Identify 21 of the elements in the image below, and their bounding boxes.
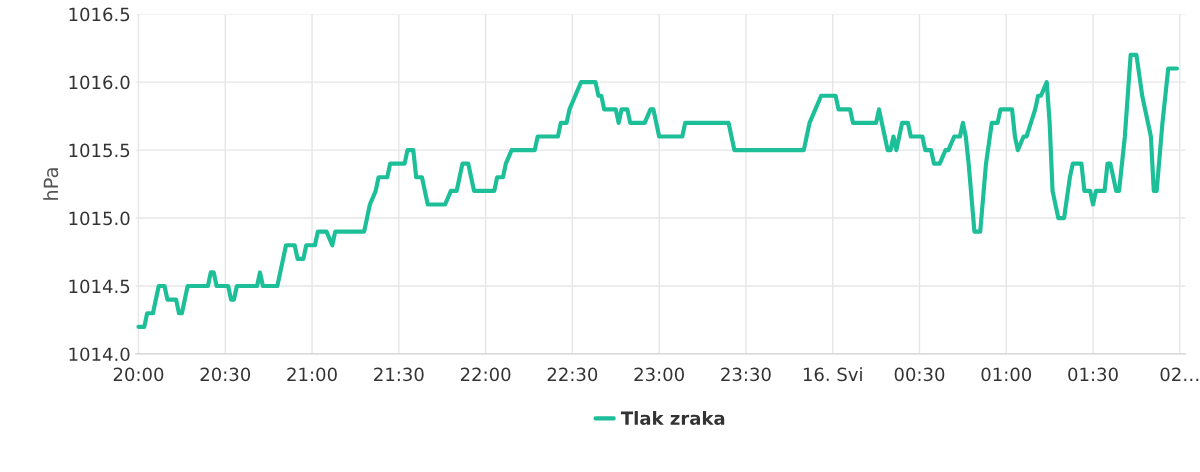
x-tick-label: 21:00 <box>287 367 337 382</box>
y-axis-title: hPa <box>43 168 59 200</box>
y-tick-label: 1016.0 <box>69 75 130 90</box>
x-tick-label: 01:00 <box>981 367 1032 382</box>
x-tick-label: 22:30 <box>547 367 598 382</box>
y-tick-label: 1016.5 <box>69 7 130 22</box>
x-tick-label: 00:30 <box>894 367 945 382</box>
x-tick-label: 20:00 <box>113 367 164 382</box>
y-tick-label: 1015.0 <box>69 211 130 226</box>
y-tick-label: 1015.5 <box>69 143 130 158</box>
y-tick-label: 1014.0 <box>69 347 130 362</box>
x-tick-label: 16. Svi <box>803 367 862 382</box>
y-tick-label: 1014.5 <box>69 279 130 294</box>
legend-label: Tlak zraka <box>620 411 725 426</box>
x-tick-label: 01:30 <box>1068 367 1118 382</box>
x-tick-label: 02… <box>1160 367 1199 382</box>
x-tick-label: 23:00 <box>634 367 684 382</box>
x-tick-label: 23:30 <box>721 367 771 382</box>
x-tick-label: 20:30 <box>200 367 251 382</box>
x-tick-label: 21:30 <box>374 367 424 382</box>
x-tick-label: 22:00 <box>460 367 511 382</box>
